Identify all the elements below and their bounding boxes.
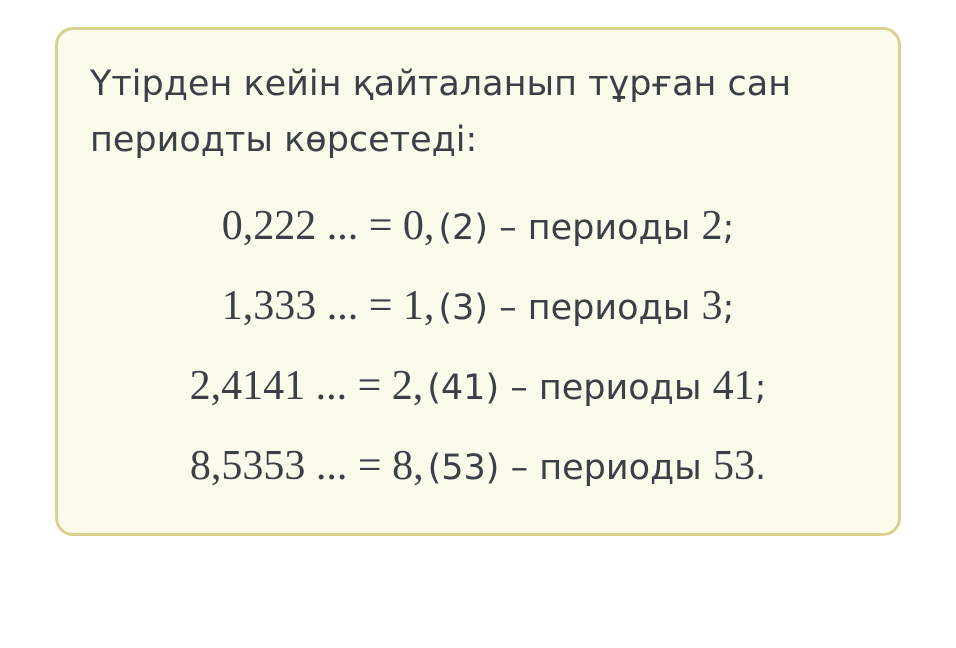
equation-label: – периоды bbox=[487, 208, 702, 248]
equation-period-paren: (3) bbox=[438, 288, 488, 328]
equation-lhs: 2,4141 ... = 2, bbox=[189, 363, 424, 409]
equation-label: – периоды bbox=[499, 448, 713, 488]
equation-end: ; bbox=[722, 288, 735, 328]
equation-row: 1,333 ... = 1, (3) – периоды 3; bbox=[58, 282, 898, 330]
equation-end: . bbox=[754, 448, 767, 488]
equation-label: – периоды bbox=[487, 288, 702, 328]
equation-end: ; bbox=[722, 208, 735, 248]
equation-period: 41 bbox=[712, 363, 755, 409]
equation-label: – периоды bbox=[499, 368, 713, 408]
equation-period-paren: (41) bbox=[427, 368, 500, 408]
intro-text: Үтірден кейін қайталанып тұрған сан пери… bbox=[90, 64, 792, 160]
equation-period: 2 bbox=[701, 203, 723, 249]
equation-lhs: 8,5353 ... = 8, bbox=[189, 443, 424, 489]
equation-row: 0,222 ... = 0, (2) – периоды 2; bbox=[58, 202, 898, 250]
equation-lhs: 1,333 ... = 1, bbox=[221, 283, 435, 329]
equation-period-paren: (2) bbox=[438, 208, 488, 248]
equation-period: 53 bbox=[712, 443, 755, 489]
equation-period-paren: (53) bbox=[427, 448, 500, 488]
equation-row: 2,4141 ... = 2, (41) – периоды 41; bbox=[58, 362, 898, 410]
info-card: Үтірден кейін қайталанып тұрған сан пери… bbox=[55, 27, 901, 536]
equation-period: 3 bbox=[701, 283, 723, 329]
equation-lhs: 0,222 ... = 0, bbox=[221, 203, 435, 249]
equation-end: ; bbox=[754, 368, 767, 408]
equation-row: 8,5353 ... = 8, (53) – периоды 53. bbox=[58, 442, 898, 490]
